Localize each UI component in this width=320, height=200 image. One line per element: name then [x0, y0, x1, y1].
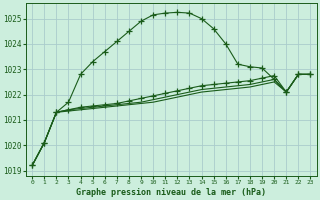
X-axis label: Graphe pression niveau de la mer (hPa): Graphe pression niveau de la mer (hPa) — [76, 188, 266, 197]
